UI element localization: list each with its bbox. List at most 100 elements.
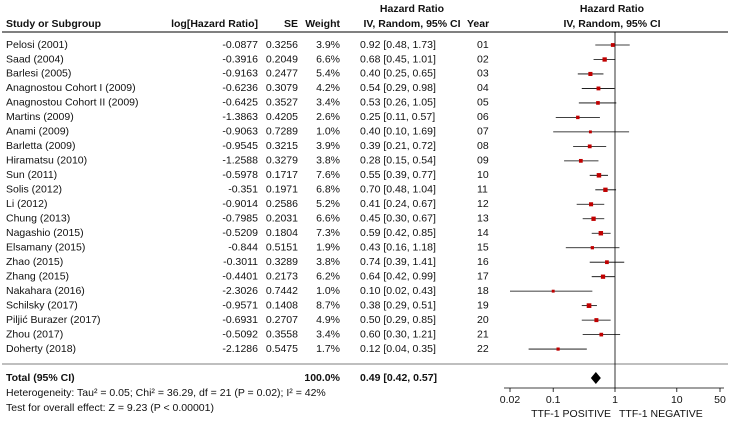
hr-marker bbox=[598, 231, 604, 236]
se: 0.1717 bbox=[266, 169, 298, 181]
weight: 3.4% bbox=[316, 328, 340, 340]
se: 0.3527 bbox=[266, 97, 298, 109]
hr-ci: 0.70 [0.48, 1.04] bbox=[360, 184, 436, 196]
hr-ci: 0.55 [0.39, 0.77] bbox=[360, 169, 436, 181]
hr-ci: 0.64 [0.42, 0.99] bbox=[360, 270, 436, 282]
hr-ci: 0.50 [0.29, 0.85] bbox=[360, 314, 436, 326]
hr-ci: 0.12 [0.04, 0.35] bbox=[360, 343, 436, 355]
study-name: Barlesi (2005) bbox=[6, 68, 71, 80]
se: 0.2586 bbox=[266, 198, 298, 210]
year: 13 bbox=[477, 213, 489, 225]
log-hr: -0.6931 bbox=[222, 314, 258, 326]
hr-ci: 0.40 [0.25, 0.65] bbox=[360, 68, 436, 80]
weight: 3.9% bbox=[316, 140, 340, 152]
study-name: Barletta (2009) bbox=[6, 140, 75, 152]
weight: 2.6% bbox=[316, 111, 340, 123]
hr-marker bbox=[590, 246, 594, 250]
year: 19 bbox=[477, 299, 489, 311]
hr-marker bbox=[586, 303, 592, 308]
hr-ci: 0.28 [0.15, 0.54] bbox=[360, 155, 436, 167]
log-hr: -0.6425 bbox=[222, 97, 258, 109]
column-header: log[Hazard Ratio] bbox=[171, 18, 258, 30]
hr-ci: 0.39 [0.21, 0.72] bbox=[360, 140, 436, 152]
weight: 7.6% bbox=[316, 169, 340, 181]
se: 0.3558 bbox=[266, 328, 298, 340]
hr-marker bbox=[551, 289, 555, 293]
study-name: Elsamany (2015) bbox=[6, 242, 85, 254]
log-hr: -0.9063 bbox=[222, 126, 258, 138]
study-name: Schilsky (2017) bbox=[6, 299, 78, 311]
column-header: Weight bbox=[305, 18, 340, 30]
log-hr: -0.0877 bbox=[222, 39, 258, 51]
study-name: Anami (2009) bbox=[6, 126, 69, 138]
hr-marker bbox=[603, 187, 608, 192]
year: 18 bbox=[477, 285, 489, 297]
hr-ci: 0.59 [0.42, 0.85] bbox=[360, 227, 436, 239]
hr-marker bbox=[589, 202, 594, 207]
log-hr: -0.5092 bbox=[222, 328, 258, 340]
log-hr: -0.5209 bbox=[222, 227, 258, 239]
study-name: Martins (2009) bbox=[6, 111, 74, 123]
x-tick-label: 1 bbox=[612, 394, 618, 406]
weight: 5.4% bbox=[316, 68, 340, 80]
log-hr: -0.9571 bbox=[222, 299, 258, 311]
year: 09 bbox=[477, 155, 489, 167]
se: 0.2049 bbox=[266, 53, 298, 65]
hr-marker bbox=[600, 274, 606, 279]
hr-ci: 0.10 [0.02, 0.43] bbox=[360, 285, 436, 297]
x-label: TTF-1 POSITIVE bbox=[531, 408, 611, 420]
log-hr: -0.9014 bbox=[222, 198, 258, 210]
se: 0.5151 bbox=[266, 242, 298, 254]
se: 0.1408 bbox=[266, 299, 298, 311]
weight: 8.7% bbox=[316, 299, 340, 311]
weight: 3.8% bbox=[316, 155, 340, 167]
column-header: IV, Random, 95% CI bbox=[363, 18, 460, 30]
x-tick-label: 0.1 bbox=[546, 394, 561, 406]
log-hr: -0.351 bbox=[228, 184, 258, 196]
log-hr: -1.2588 bbox=[222, 155, 258, 167]
hr-ci: 0.68 [0.45, 1.01] bbox=[360, 53, 436, 65]
column-header: Hazard Ratio bbox=[580, 3, 644, 15]
weight: 4.9% bbox=[316, 314, 340, 326]
column-header: Year bbox=[467, 18, 489, 30]
heterogeneity: Heterogeneity: Tau² = 0.05; Chi² = 36.29… bbox=[6, 387, 326, 399]
log-hr: -1.3863 bbox=[222, 111, 258, 123]
hr-marker bbox=[556, 347, 560, 351]
hr-marker bbox=[596, 173, 602, 178]
se: 0.2707 bbox=[266, 314, 298, 326]
se: 0.4205 bbox=[266, 111, 298, 123]
se: 0.5475 bbox=[266, 343, 298, 355]
log-hr: -0.5978 bbox=[222, 169, 258, 181]
year: 14 bbox=[477, 227, 489, 239]
year: 12 bbox=[477, 198, 489, 210]
hr-marker bbox=[587, 144, 592, 149]
log-hr: -0.3011 bbox=[223, 256, 258, 268]
year: 11 bbox=[477, 184, 488, 196]
study-name: Solis (2012) bbox=[6, 184, 62, 196]
year: 02 bbox=[477, 53, 489, 65]
overall-effect: Test for overall effect: Z = 9.23 (P < 0… bbox=[6, 402, 214, 414]
weight: 1.9% bbox=[316, 242, 340, 254]
study-name: Li (2012) bbox=[6, 198, 47, 210]
total-diamond bbox=[590, 372, 601, 384]
hr-ci: 0.45 [0.30, 0.67] bbox=[360, 213, 436, 225]
total-name: Total (95% CI) bbox=[6, 372, 75, 384]
log-hr: -0.7985 bbox=[222, 213, 258, 225]
year: 17 bbox=[477, 270, 489, 282]
year: 22 bbox=[477, 343, 489, 355]
study-name: Zhao (2015) bbox=[6, 256, 63, 268]
hr-ci: 0.25 [0.11, 0.57] bbox=[360, 111, 435, 123]
year: 10 bbox=[477, 169, 489, 181]
total-weight: 100.0% bbox=[304, 372, 340, 384]
year: 15 bbox=[477, 242, 489, 254]
study-name: Anagnostou Cohort II (2009) bbox=[6, 97, 139, 109]
x-tick-label: 50 bbox=[714, 394, 726, 406]
log-hr: -0.9163 bbox=[222, 68, 258, 80]
hr-marker bbox=[591, 216, 596, 221]
log-hr: -2.1286 bbox=[222, 343, 258, 355]
weight: 6.2% bbox=[316, 270, 340, 282]
year: 04 bbox=[477, 82, 489, 94]
study-name: Anagnostou Cohort I (2009) bbox=[6, 82, 136, 94]
se: 0.3289 bbox=[266, 256, 298, 268]
weight: 6.6% bbox=[316, 213, 340, 225]
